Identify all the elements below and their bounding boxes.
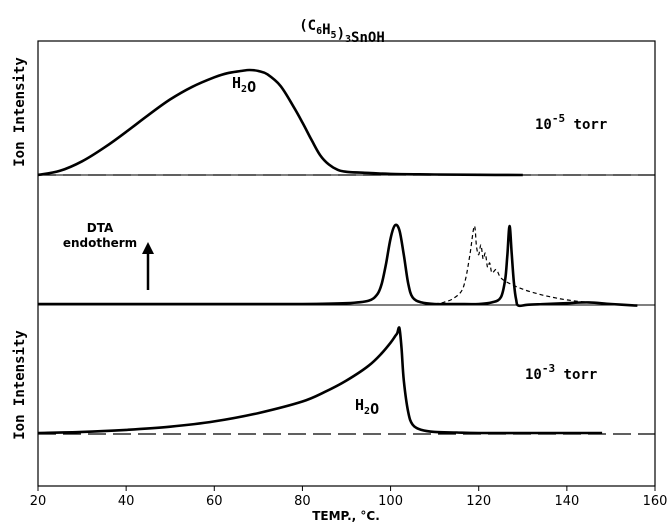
annotation-bottom: H2O [355,396,379,418]
chart-title: (C6H5)3SnOH [299,18,385,46]
condition-label-bottom: 10-3 torr [525,362,597,383]
ylabel-top: Ion Intensity [12,57,28,167]
x-tick-label: 40 [118,494,135,509]
plot-frame [37,40,656,487]
series-line-bottom-solid [37,326,603,435]
x-tick-label: 80 [294,494,311,509]
endotherm-arrow-icon [142,242,154,290]
series-line-top-solid [37,68,523,177]
x-tick-label: 20 [30,494,47,509]
condition-label-top: 10-5 torr [535,112,607,133]
series-line-middle-dashed [434,225,611,305]
annotation-top: H2O [232,74,256,96]
x-axis: 20 40 60 80 100 120 140 160 [30,486,668,509]
series-layer [37,68,638,435]
x-tick-label: 100 [378,494,403,509]
x-axis-label: TEMP., °C. [312,509,380,523]
x-tick-label: 140 [554,494,579,509]
dta-endotherm-label: endotherm [63,236,137,250]
chart-title-text: (C6H5)3SnOH [299,18,385,46]
x-tick-label: 120 [466,494,491,509]
ylabel-bottom: Ion Intensity [12,330,28,440]
x-tick-label: 160 [643,494,668,509]
x-tick-label: 60 [206,494,223,509]
dta-label: DTA [87,221,114,235]
